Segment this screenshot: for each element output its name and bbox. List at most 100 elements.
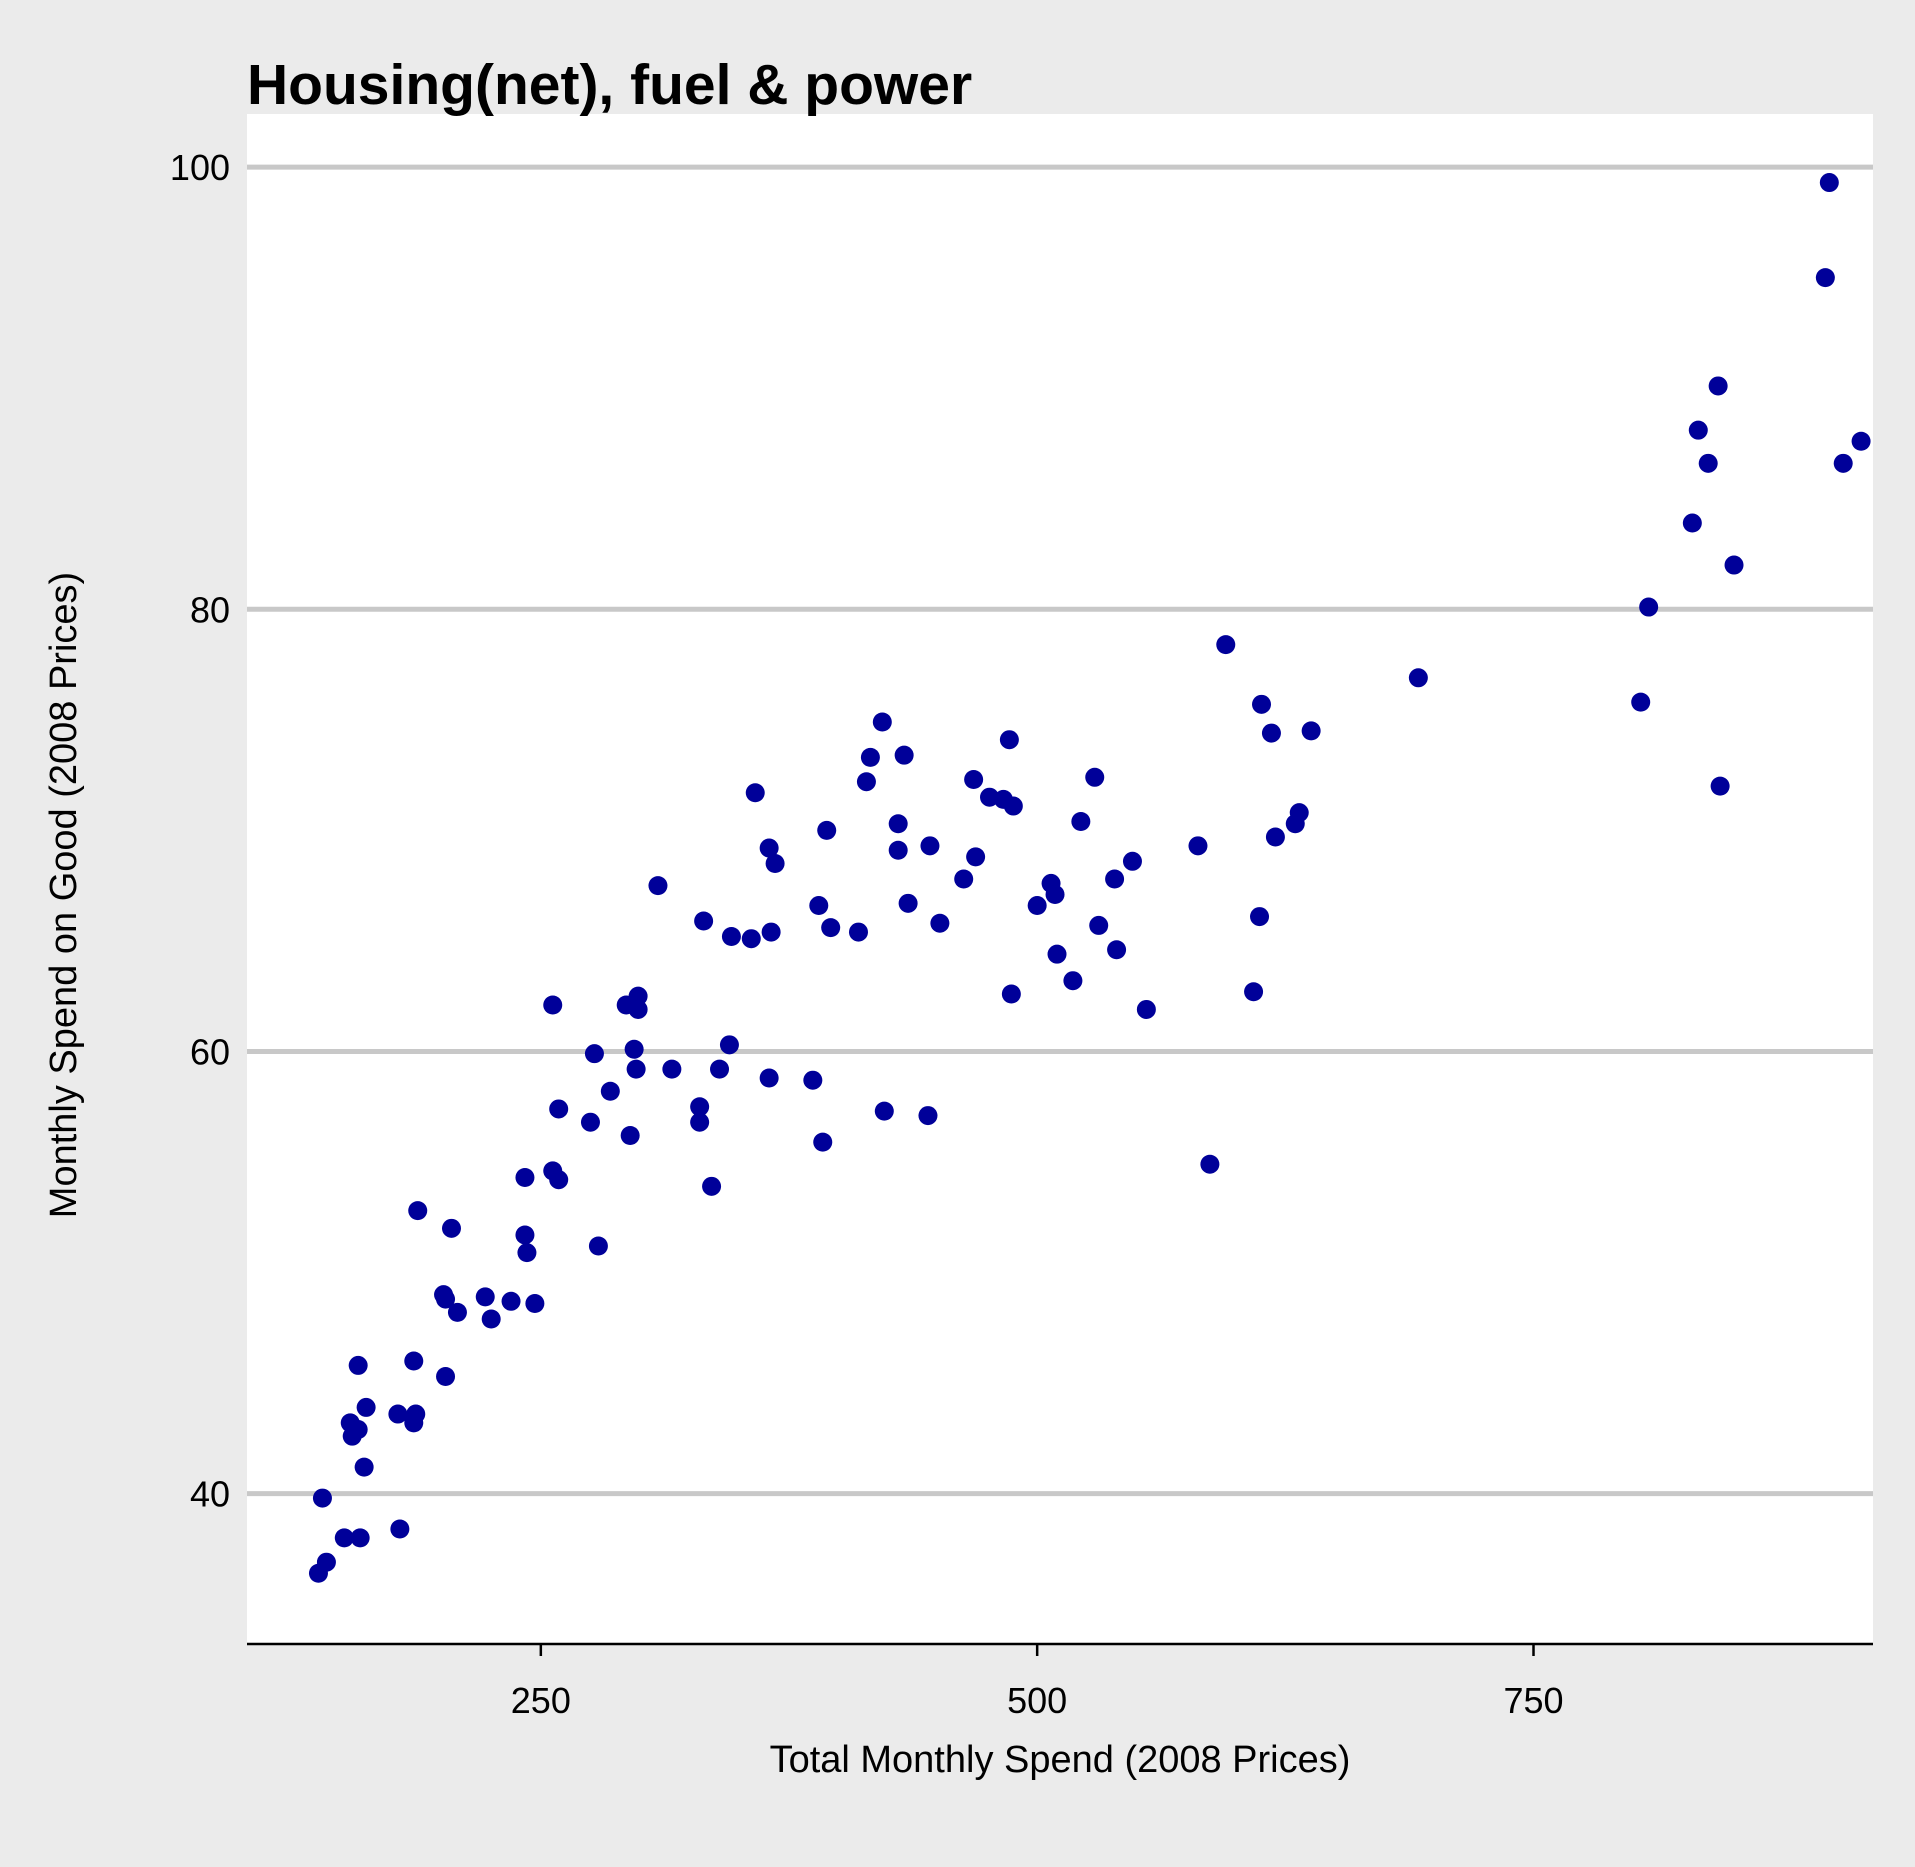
data-point-63	[821, 918, 841, 938]
data-point-45	[662, 1059, 682, 1079]
data-point-67	[872, 712, 892, 732]
data-point-57	[761, 922, 781, 942]
data-point-46	[690, 1097, 710, 1117]
data-point-5	[350, 1528, 370, 1548]
data-point-66	[860, 747, 880, 767]
data-point-41	[626, 1059, 646, 1079]
data-point-87	[1047, 944, 1067, 964]
data-point-83	[1001, 984, 1021, 1004]
data-point-113	[1708, 376, 1728, 396]
data-point-16	[404, 1351, 424, 1371]
data-point-42	[628, 986, 648, 1006]
data-point-111	[1688, 420, 1708, 440]
x-tick-label-500: 500	[1007, 1680, 1067, 1721]
data-point-62	[817, 820, 837, 840]
data-point-61	[813, 1132, 833, 1152]
data-point-26	[525, 1294, 545, 1314]
data-point-88	[1063, 971, 1083, 991]
data-point-28	[517, 1243, 537, 1263]
data-point-47	[690, 1112, 710, 1132]
x-tick-label-250: 250	[511, 1680, 571, 1721]
data-point-108	[1631, 692, 1651, 712]
data-point-103	[1265, 827, 1285, 847]
data-point-6	[390, 1519, 410, 1539]
data-point-115	[1724, 555, 1744, 575]
data-points	[308, 173, 1871, 1583]
data-point-96	[1188, 836, 1208, 856]
data-point-75	[930, 913, 950, 933]
data-point-11	[354, 1457, 374, 1477]
data-point-93	[1107, 940, 1127, 960]
data-point-68	[874, 1101, 894, 1121]
data-point-56	[759, 838, 779, 858]
data-point-77	[964, 770, 984, 790]
data-point-95	[1136, 999, 1156, 1019]
data-point-59	[803, 1070, 823, 1090]
gridlines	[247, 164, 1873, 1497]
data-point-54	[745, 783, 765, 803]
data-point-51	[719, 1035, 739, 1055]
data-point-24	[481, 1309, 501, 1329]
data-point-34	[580, 1112, 600, 1132]
x-axis-label: Total Monthly Spend (2008 Prices)	[770, 1739, 1351, 1781]
data-point-81	[999, 730, 1019, 750]
data-point-31	[549, 1170, 569, 1190]
data-point-23	[475, 1287, 495, 1307]
data-point-101	[1252, 694, 1272, 714]
data-point-110	[1682, 513, 1702, 533]
data-point-112	[1698, 453, 1718, 473]
y-tick-label-80: 80	[190, 589, 230, 630]
data-point-13	[388, 1404, 408, 1424]
data-point-37	[600, 1081, 620, 1101]
data-point-50	[710, 1059, 730, 1079]
data-point-43	[628, 999, 648, 1019]
data-point-60	[809, 896, 829, 916]
data-point-89	[1071, 812, 1091, 832]
data-point-27	[515, 1225, 535, 1245]
data-point-29	[515, 1167, 535, 1187]
data-point-98	[1216, 635, 1236, 655]
data-point-2	[316, 1552, 336, 1572]
data-point-4	[334, 1528, 354, 1548]
data-point-55	[759, 1068, 779, 1088]
data-point-74	[920, 836, 940, 856]
data-point-94	[1122, 851, 1142, 871]
data-point-39	[620, 1125, 640, 1145]
plot-panel	[247, 114, 1873, 1644]
data-point-118	[1833, 453, 1853, 473]
data-point-78	[966, 847, 986, 867]
data-point-70	[888, 840, 908, 860]
data-point-40	[624, 1039, 644, 1059]
data-point-49	[702, 1176, 722, 1196]
data-point-117	[1819, 173, 1839, 193]
data-point-21	[436, 1289, 456, 1309]
data-point-105	[1289, 803, 1309, 823]
data-point-18	[408, 1201, 428, 1221]
y-tick-label-100: 100	[170, 147, 230, 188]
data-point-109	[1639, 597, 1659, 617]
data-point-69	[888, 814, 908, 834]
data-point-36	[588, 1236, 608, 1256]
x-tick-label-750: 750	[1503, 1680, 1563, 1721]
y-tick-label-40: 40	[190, 1474, 230, 1515]
data-point-58	[765, 854, 785, 874]
chart-title: Housing(net), fuel & power	[247, 53, 972, 117]
data-point-44	[648, 876, 668, 896]
data-point-71	[894, 745, 914, 765]
data-point-22	[447, 1302, 467, 1322]
data-point-99	[1244, 982, 1264, 1002]
data-point-97	[1200, 1154, 1220, 1174]
data-point-90	[1085, 767, 1105, 787]
data-point-91	[1089, 915, 1109, 935]
data-point-119	[1851, 431, 1871, 451]
data-point-17	[436, 1366, 456, 1386]
data-point-9	[348, 1420, 368, 1440]
data-point-52	[721, 926, 741, 946]
data-point-33	[549, 1099, 569, 1119]
y-tick-label-60: 60	[190, 1031, 230, 1072]
data-point-35	[584, 1044, 604, 1064]
data-point-116	[1815, 268, 1835, 288]
data-point-84	[1027, 896, 1047, 916]
